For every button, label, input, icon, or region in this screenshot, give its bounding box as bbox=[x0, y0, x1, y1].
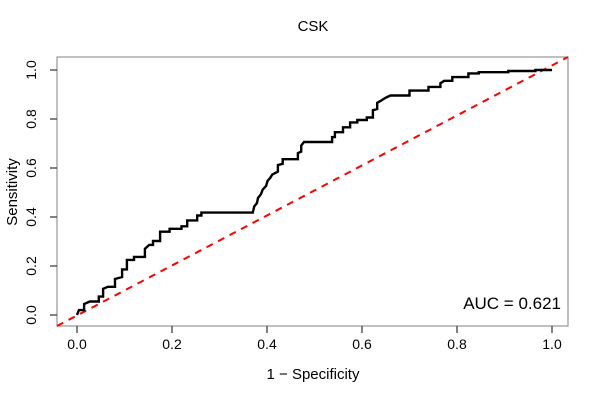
x-axis-label: 1 − Specificity bbox=[266, 366, 360, 383]
y-tick-label: 1.0 bbox=[23, 60, 39, 80]
x-tick-label: 0.8 bbox=[447, 336, 467, 352]
y-axis-label: Sensitivity bbox=[4, 158, 21, 226]
y-tick-label: 0.4 bbox=[23, 207, 39, 227]
y-tick-label: 0.0 bbox=[23, 305, 39, 325]
x-tick-label: 0.4 bbox=[257, 336, 277, 352]
x-tick-label: 0.2 bbox=[162, 336, 182, 352]
x-tick-label: 0.0 bbox=[67, 336, 87, 352]
chart-title: CSK bbox=[297, 18, 329, 35]
x-tick-label: 0.6 bbox=[352, 336, 372, 352]
x-tick-label: 1.0 bbox=[542, 336, 562, 352]
y-tick-label: 0.6 bbox=[23, 158, 39, 178]
auc-annotation: AUC = 0.621 bbox=[463, 294, 561, 313]
chance-diagonal-line bbox=[56, 56, 569, 327]
y-tick-label: 0.2 bbox=[23, 256, 39, 276]
y-tick-label: 0.8 bbox=[23, 109, 39, 129]
roc-curve-line bbox=[75, 68, 552, 316]
axis-tick-marks bbox=[50, 69, 553, 333]
plot-box-border bbox=[56, 56, 569, 327]
